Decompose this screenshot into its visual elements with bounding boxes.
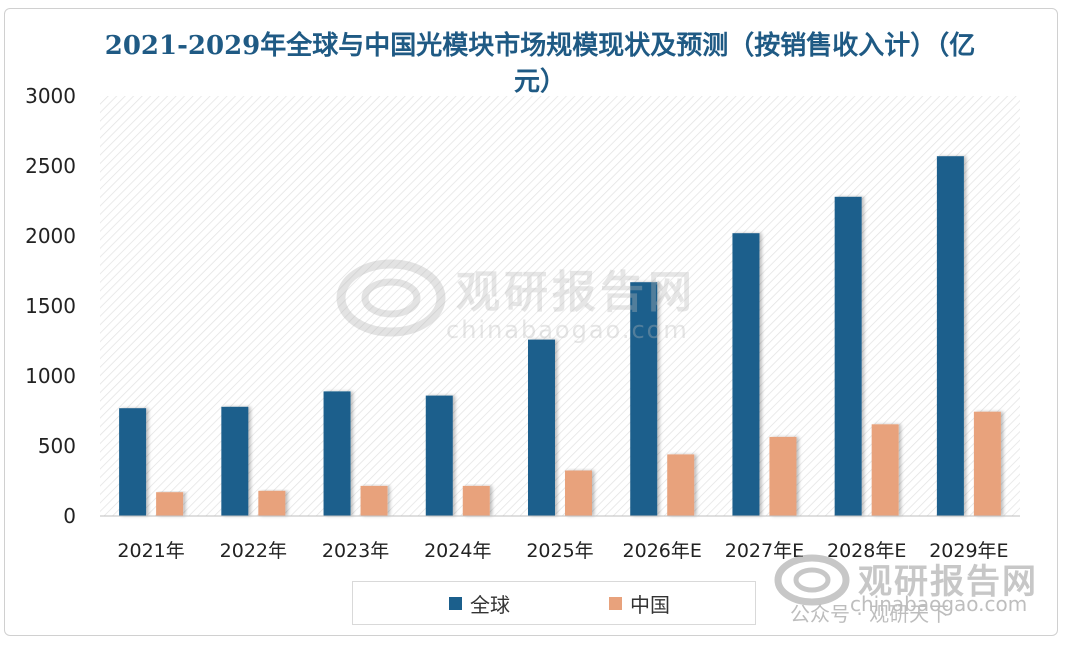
bar-global	[630, 282, 658, 516]
bar-global	[323, 391, 351, 516]
plot-area	[100, 96, 1020, 516]
x-tick-label: 2023年	[322, 540, 389, 562]
legend-label-china: 中国	[630, 592, 670, 617]
x-tick-label: 2026年E	[623, 540, 702, 562]
legend-swatch-global	[449, 596, 462, 610]
watermark-url: chinabaogao.com	[446, 316, 689, 344]
bar-china	[667, 454, 695, 516]
bar-china	[871, 424, 899, 516]
bar-china	[360, 485, 388, 516]
y-tick-label: 2000	[25, 224, 76, 248]
legend-item-china: 中国	[609, 592, 670, 617]
bar-global	[221, 406, 249, 516]
legend-swatch-china	[609, 596, 622, 610]
watermark-logo-icon	[336, 259, 446, 337]
bar-global	[732, 233, 760, 516]
x-tick-label: 2025年	[526, 540, 593, 562]
bar-china	[462, 485, 490, 516]
bar-china	[156, 492, 184, 516]
bar-china	[769, 436, 797, 516]
watermark-corner-url: chinabaogao.com	[850, 592, 1028, 616]
legend: 全球 中国	[352, 581, 756, 625]
legend-label-global: 全球	[470, 592, 510, 617]
y-tick-label: 0	[63, 504, 76, 528]
watermark-brand: 观研报告网	[456, 267, 696, 318]
y-tick-label: 2500	[25, 154, 76, 178]
y-tick-label: 1500	[25, 294, 76, 318]
bar-global	[425, 395, 453, 516]
watermark-corner-logo-icon	[774, 554, 850, 606]
bar-global	[528, 339, 555, 516]
watermark-corner-account: 公众号 · 观研天下	[790, 602, 950, 626]
bar-china	[973, 411, 1001, 516]
watermark-corner-brand: 观研报告网	[858, 562, 1038, 602]
x-tick-label: 2022年	[220, 540, 287, 562]
y-tick-label: 500	[38, 434, 76, 458]
bar-global	[119, 408, 147, 516]
x-tick-label: 2024年	[424, 540, 491, 562]
y-tick-label: 1000	[25, 364, 76, 388]
legend-item-global: 全球	[449, 592, 510, 617]
chart-title: 2021-2029年全球与中国光模块市场规模现状及预测（按销售收入计）（亿元）	[104, 31, 976, 97]
y-tick-label: 3000	[25, 84, 76, 108]
x-tick-label: 2029年E	[929, 540, 1008, 562]
watermark-center: 观研报告网 chinabaogao.com	[336, 250, 736, 360]
x-tick-label: 2028年E	[827, 540, 906, 562]
x-tick-label: 2021年	[117, 540, 184, 562]
watermark-corner: 观研报告网 chinabaogao.com 公众号 · 观研天下	[770, 550, 1060, 630]
bar-china	[258, 490, 286, 516]
bar-global	[834, 196, 862, 517]
bar-global	[936, 156, 964, 516]
x-tick-label: 2027年E	[725, 540, 804, 562]
bar-china	[565, 470, 592, 516]
